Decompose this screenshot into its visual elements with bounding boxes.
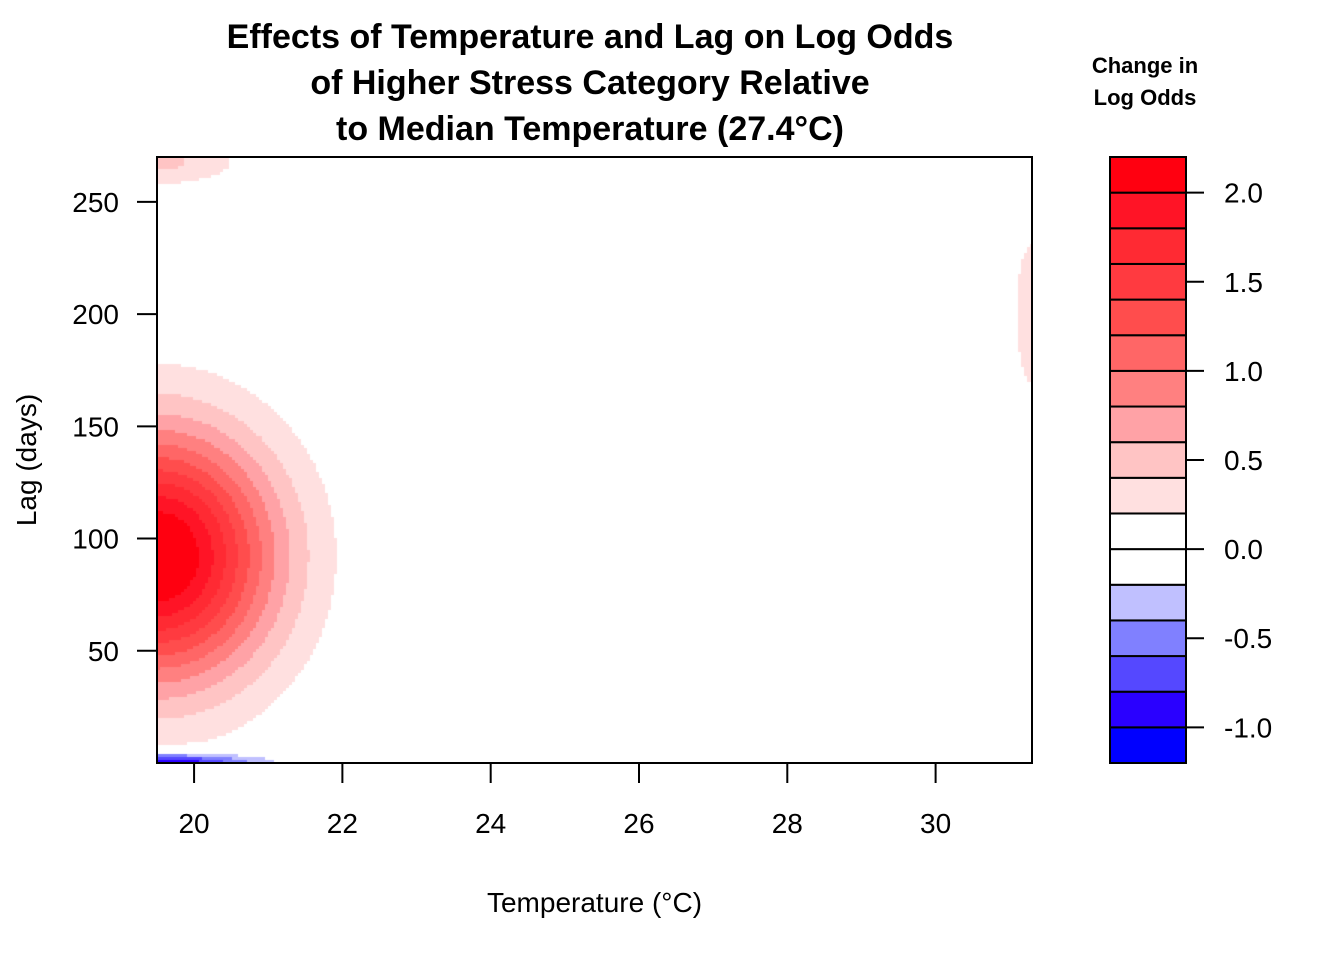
legend-swatch	[1109, 298, 1187, 337]
legend-title-line-1: Change in	[1091, 53, 1199, 78]
legend-swatch	[1109, 334, 1187, 372]
legend-swatch	[1109, 405, 1187, 444]
legend-swatch	[1109, 619, 1187, 658]
x-axis-label: Temperature (°C)	[487, 887, 702, 918]
heatmap-surface	[157, 157, 1032, 763]
legend-title-line-2: Log Odds	[1093, 85, 1197, 110]
x-axis: 20 22 24 26 28 30	[178, 763, 951, 839]
x-tick-label: 24	[475, 808, 506, 839]
y-axis-label: Lag (days)	[11, 394, 42, 526]
chart-title-line-3: to Median Temperature (27.4°C)	[336, 110, 844, 148]
y-axis: 50 100 150 200 250	[72, 187, 157, 667]
legend-tick-label: 2.0	[1224, 178, 1263, 209]
x-tick-label: 30	[920, 808, 951, 839]
legend-swatch	[1109, 548, 1187, 586]
legend-tick-label: 0.0	[1224, 534, 1263, 565]
legend-swatch	[1109, 262, 1187, 301]
legend-swatch	[1109, 156, 1187, 194]
legend-tick-label: 0.5	[1224, 445, 1263, 476]
legend-swatch	[1109, 690, 1187, 729]
legend-swatch	[1109, 512, 1187, 551]
y-tick-label: 150	[72, 411, 119, 442]
chart-title-line-2: of Higher Stress Category Relative	[310, 64, 870, 102]
chart-title-line-1: Effects of Temperature and Lag on Log Od…	[226, 18, 954, 56]
legend-swatch	[1109, 191, 1187, 230]
legend-swatch	[1109, 441, 1187, 479]
plot-area	[157, 157, 1032, 763]
legend-tick-label: -1.0	[1224, 712, 1272, 743]
legend-swatch	[1109, 227, 1187, 265]
legend-swatch	[1109, 476, 1187, 515]
legend-tick-label: -0.5	[1224, 623, 1272, 654]
y-tick-label: 250	[72, 187, 119, 218]
color-legend: 2.0 1.5 1.0 0.5 0.0 -0.5 -1.0	[1109, 156, 1272, 765]
legend-tick-label: 1.5	[1224, 267, 1263, 298]
legend-swatch	[1109, 655, 1187, 693]
x-tick-label: 20	[178, 808, 209, 839]
legend-swatch	[1109, 726, 1187, 765]
x-tick-label: 28	[772, 808, 803, 839]
x-tick-label: 26	[623, 808, 654, 839]
y-tick-label: 50	[88, 636, 119, 667]
chart-title: Effects of Temperature and Lag on Log Od…	[150, 14, 1030, 152]
plot-frame	[156, 156, 1033, 764]
legend-swatch	[1109, 369, 1187, 408]
x-tick-label: 22	[327, 808, 358, 839]
y-tick-label: 100	[72, 524, 119, 555]
legend-tick-label: 1.0	[1224, 356, 1263, 387]
y-tick-label: 200	[72, 299, 119, 330]
legend-title: Change in Log Odds	[1060, 50, 1230, 114]
legend-swatch	[1109, 583, 1187, 622]
